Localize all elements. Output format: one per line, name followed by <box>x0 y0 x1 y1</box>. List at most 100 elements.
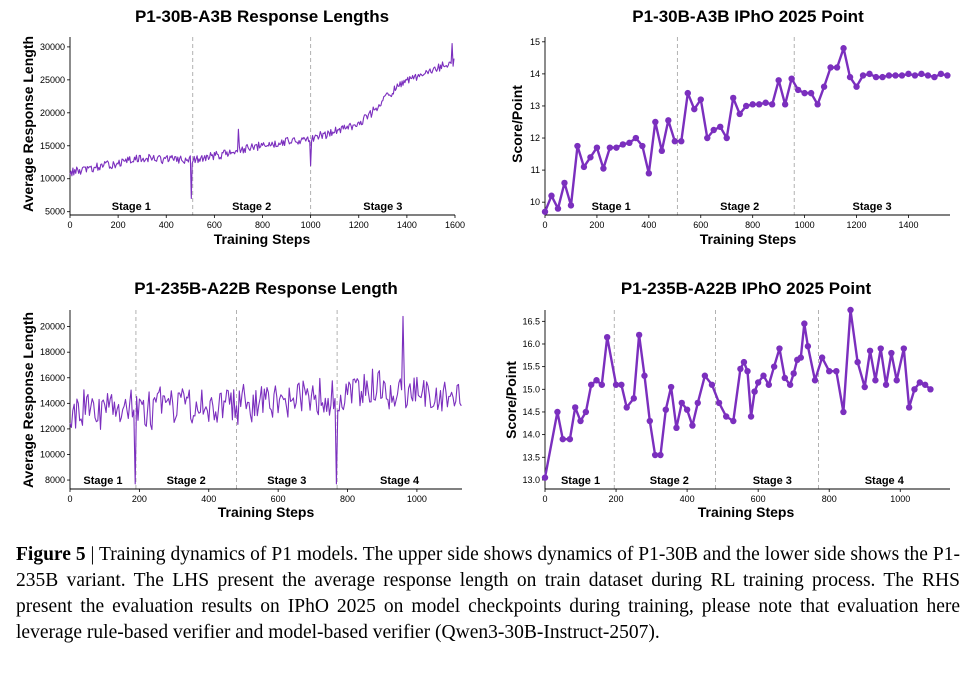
data-point <box>618 381 625 388</box>
data-point <box>931 73 938 81</box>
data-point <box>623 404 630 411</box>
data-point <box>911 386 918 393</box>
y-tick-label: 14000 <box>40 398 65 408</box>
x-tick-label: 600 <box>693 220 708 230</box>
data-point <box>646 417 654 425</box>
data-point <box>730 417 737 425</box>
data-point <box>652 118 659 126</box>
data-point <box>861 383 868 391</box>
data-point <box>916 379 924 386</box>
data-point <box>645 170 653 177</box>
data-point <box>820 83 828 90</box>
data-point <box>683 406 691 413</box>
stage-label: Stage 1 <box>112 201 151 213</box>
y-axis-label: Average Response Length <box>20 312 36 488</box>
stage-label: Stage 3 <box>853 201 892 213</box>
data-point <box>567 202 575 209</box>
x-axis-label: Training Steps <box>218 504 315 520</box>
series-line <box>69 43 455 200</box>
data-point <box>691 105 698 113</box>
x-tick-label: 800 <box>340 494 355 504</box>
data-point <box>924 72 932 79</box>
x-tick-label: 400 <box>641 220 656 230</box>
data-point <box>717 123 724 131</box>
data-point <box>635 331 643 339</box>
figure-caption: Figure 5 | Training dynamics of P1 model… <box>16 542 960 646</box>
y-tick-label: 18000 <box>40 347 65 357</box>
chart-p235-response-length: P1-235B-A22B Response Length Training St… <box>20 279 462 520</box>
data-point <box>765 381 773 388</box>
data-point <box>582 408 590 416</box>
data-point <box>541 208 549 215</box>
figure-panels: P1-30B-A3B Response Lengths Training Ste… <box>20 7 951 520</box>
data-point <box>580 163 588 171</box>
data-point <box>840 408 847 416</box>
y-tick-label: 20000 <box>40 322 65 332</box>
series-line <box>543 47 948 213</box>
chart-title: P1-235B-A22B IPhO 2025 Point <box>621 279 872 298</box>
data-point <box>788 75 795 82</box>
data-point <box>571 404 579 411</box>
x-tick-label: 1000 <box>795 220 815 230</box>
data-point <box>775 77 782 84</box>
data-point <box>548 192 555 199</box>
data-point <box>918 70 925 78</box>
data-point <box>561 179 568 187</box>
data-point <box>619 141 627 148</box>
data-point <box>900 345 908 352</box>
data-point <box>807 89 815 97</box>
stage-label: Stage 3 <box>753 475 792 487</box>
data-point <box>888 349 895 357</box>
data-point <box>554 408 561 416</box>
data-point <box>818 354 826 361</box>
data-point <box>937 70 945 78</box>
data-point <box>760 372 767 379</box>
series-line <box>543 308 932 478</box>
data-point <box>577 417 584 425</box>
data-point <box>905 70 912 78</box>
data-point <box>722 413 730 420</box>
data-point <box>882 381 890 388</box>
data-point <box>740 358 748 366</box>
y-tick-label: 12000 <box>40 424 65 434</box>
chart-p30-response-length: P1-30B-A3B Response Lengths Training Ste… <box>20 7 465 247</box>
stage-label: Stage 1 <box>592 201 631 213</box>
data-point <box>715 399 723 407</box>
data-point <box>612 381 620 388</box>
x-axis-label: Training Steps <box>214 231 311 247</box>
x-tick-label: 0 <box>67 494 72 504</box>
data-point <box>794 86 802 94</box>
y-tick-label: 15000 <box>40 141 65 151</box>
data-point <box>701 372 709 379</box>
data-point <box>866 70 873 78</box>
chart-title: P1-235B-A22B Response Length <box>134 279 398 298</box>
data-point <box>768 101 776 108</box>
data-point <box>927 386 934 393</box>
x-tick-label: 1000 <box>407 494 427 504</box>
data-point <box>790 370 797 377</box>
data-point <box>879 73 886 81</box>
data-point <box>762 99 769 106</box>
data-point <box>921 381 929 388</box>
data-point <box>833 64 841 71</box>
data-point <box>801 320 808 327</box>
y-tick-label: 10000 <box>40 449 65 459</box>
y-axis-label: Score/Point <box>503 361 519 439</box>
data-point <box>911 72 919 79</box>
data-point <box>885 72 893 79</box>
data-point <box>846 73 854 81</box>
y-tick-label: 14.0 <box>522 430 540 440</box>
data-point <box>751 388 758 395</box>
data-point <box>632 134 640 142</box>
y-tick-label: 13.5 <box>522 452 540 462</box>
stage-label: Stage 4 <box>380 475 420 487</box>
x-tick-label: 1400 <box>397 220 417 230</box>
data-point <box>559 435 566 443</box>
data-point <box>804 343 812 350</box>
x-axis-label: Training Steps <box>700 231 797 247</box>
data-point <box>853 83 860 90</box>
x-tick-label: 1200 <box>847 220 867 230</box>
y-tick-label: 16000 <box>40 373 65 383</box>
caption-label: Figure 5 <box>16 544 86 565</box>
data-point <box>678 399 685 407</box>
